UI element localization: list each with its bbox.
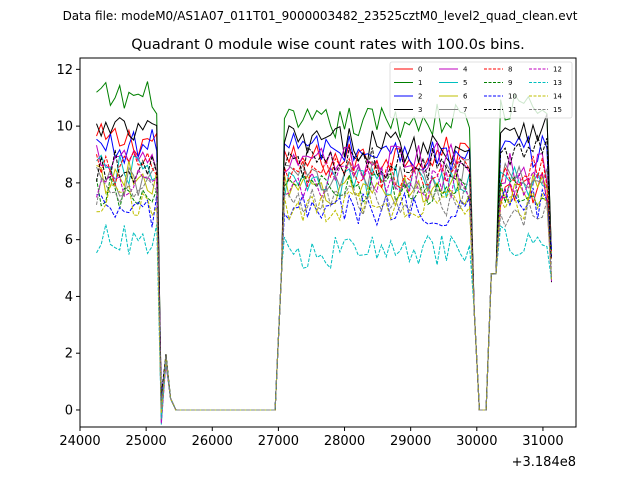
legend-label: 7 xyxy=(463,106,467,114)
series-layer xyxy=(96,81,552,425)
x-tick-label: 24000 xyxy=(59,434,100,449)
series-line-15 xyxy=(96,177,552,411)
legend-label: 2 xyxy=(418,93,422,101)
legend-label: 8 xyxy=(508,66,512,74)
legend-label: 9 xyxy=(508,79,512,87)
suptitle: Data file: modeM0/AS1A07_011T01_90000034… xyxy=(63,9,578,23)
y-tick-label: 0 xyxy=(65,403,73,418)
x-tick-label: 25000 xyxy=(125,434,166,449)
x-offset-label: +3.184e8 xyxy=(512,455,576,470)
x-tick-label: 29000 xyxy=(390,434,431,449)
legend-label: 13 xyxy=(553,79,562,87)
legend-label: 6 xyxy=(463,93,468,101)
x-tick-label: 31000 xyxy=(522,434,563,449)
y-tick-label: 2 xyxy=(65,347,73,362)
legend-label: 15 xyxy=(553,106,562,114)
y-tick-label: 12 xyxy=(56,63,73,78)
legend-label: 10 xyxy=(508,93,517,101)
legend-label: 1 xyxy=(418,79,422,87)
x-tick-label: 30000 xyxy=(456,434,497,449)
x-tick-label: 27000 xyxy=(258,434,299,449)
x-axis: 24000 25000 26000 27000 28000 29000 30000 31000 xyxy=(59,427,564,449)
series-line-12 xyxy=(96,165,552,424)
x-tick-label: 26000 xyxy=(192,434,233,449)
legend-label: 4 xyxy=(463,66,468,74)
chart-title: Quadrant 0 module wise count rates with … xyxy=(131,37,525,53)
y-axis: 0 2 4 6 8 10 12 xyxy=(56,63,80,418)
series-line-13 xyxy=(96,224,552,419)
legend-label: 11 xyxy=(508,106,517,114)
legend-label: 5 xyxy=(463,79,467,87)
legend-label: 12 xyxy=(553,66,562,74)
legend-label: 0 xyxy=(418,66,422,74)
y-tick-label: 8 xyxy=(65,176,73,191)
y-tick-label: 10 xyxy=(56,120,73,135)
legend-label: 14 xyxy=(553,93,562,101)
plot-frame xyxy=(79,57,577,428)
y-tick-label: 6 xyxy=(65,233,73,248)
legend-label: 3 xyxy=(418,106,422,114)
legend-frame xyxy=(389,61,573,119)
y-tick-label: 4 xyxy=(65,290,73,305)
x-tick-label: 28000 xyxy=(324,434,365,449)
